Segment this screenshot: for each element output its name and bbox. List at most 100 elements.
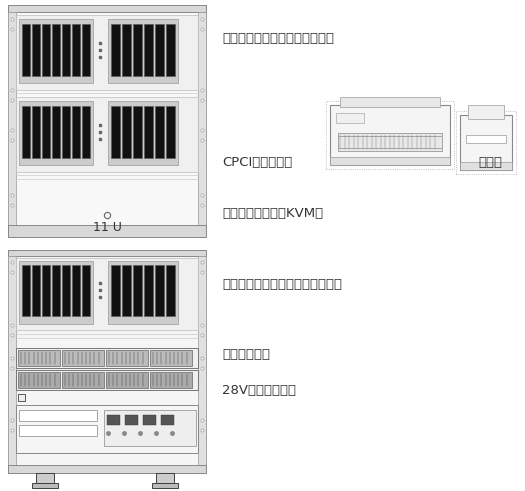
Bar — [122, 24, 131, 76]
Bar — [82, 106, 90, 158]
Bar — [18, 394, 25, 401]
Bar — [166, 265, 175, 316]
Bar — [144, 106, 153, 158]
Bar — [108, 261, 178, 324]
Bar — [198, 256, 206, 467]
Text: 绦缘通路测试仪（含平台模拟器）: 绦缘通路测试仪（含平台模拟器） — [222, 278, 342, 292]
Bar — [466, 135, 506, 143]
Bar — [36, 473, 54, 483]
Bar — [16, 15, 198, 90]
Bar — [144, 24, 153, 76]
Bar — [22, 106, 30, 158]
Bar — [133, 265, 142, 316]
Bar — [32, 106, 40, 158]
Bar — [104, 410, 196, 446]
Bar — [150, 350, 192, 366]
Bar — [82, 265, 90, 316]
Bar — [122, 265, 131, 316]
Bar — [106, 372, 148, 388]
Bar — [8, 5, 206, 237]
Bar — [111, 106, 120, 158]
Bar — [8, 250, 206, 256]
Bar — [166, 106, 175, 158]
Bar — [111, 24, 120, 76]
Bar — [19, 410, 97, 421]
Bar — [82, 24, 90, 76]
Bar — [52, 106, 60, 158]
Bar — [330, 157, 450, 165]
Bar — [144, 265, 153, 316]
Bar — [340, 97, 440, 107]
Bar — [16, 258, 198, 330]
Bar — [8, 465, 206, 473]
Text: 平台测控装置（含标调踏组合）: 平台测控装置（含标调踏组合） — [222, 31, 334, 45]
Bar — [62, 24, 70, 76]
Bar — [108, 101, 178, 165]
Bar — [133, 24, 142, 76]
Bar — [156, 473, 174, 483]
Bar — [326, 101, 454, 169]
Bar — [22, 24, 30, 76]
Bar — [460, 162, 512, 170]
Bar — [161, 415, 174, 425]
Bar — [106, 350, 148, 366]
Bar — [8, 12, 16, 230]
Bar — [32, 24, 40, 76]
Bar — [19, 261, 93, 324]
Bar — [22, 265, 30, 316]
Text: 精密组合电源: 精密组合电源 — [222, 349, 270, 361]
Bar — [62, 106, 70, 158]
Bar — [155, 265, 164, 316]
Bar — [152, 483, 178, 488]
Bar — [8, 256, 16, 467]
Bar — [42, 265, 50, 316]
Bar — [198, 12, 206, 230]
Bar — [8, 250, 206, 473]
Text: 显示器键盘鼠标（KVM）: 显示器键盘鼠标（KVM） — [222, 207, 323, 219]
Bar — [456, 111, 516, 174]
Bar — [32, 483, 58, 488]
Bar — [8, 225, 206, 237]
Bar — [460, 115, 512, 170]
Bar — [336, 113, 364, 123]
Bar — [62, 265, 70, 316]
Bar — [143, 415, 156, 425]
Bar — [52, 265, 60, 316]
Bar — [72, 24, 80, 76]
Bar — [150, 372, 192, 388]
Bar — [16, 348, 198, 368]
Bar — [62, 350, 104, 366]
Bar — [19, 19, 93, 83]
Bar — [8, 5, 206, 237]
Bar — [72, 265, 80, 316]
Text: 28V直流稳压电源: 28V直流稳压电源 — [222, 383, 296, 397]
Bar — [19, 101, 93, 165]
Bar — [52, 24, 60, 76]
Bar — [338, 133, 442, 151]
Bar — [107, 415, 120, 425]
Bar — [16, 370, 198, 390]
Bar — [18, 372, 60, 388]
Bar — [72, 106, 80, 158]
Bar — [16, 405, 198, 453]
Bar — [468, 105, 504, 119]
Bar — [330, 105, 450, 165]
Bar — [125, 415, 138, 425]
Bar — [62, 372, 104, 388]
Text: 打印机: 打印机 — [478, 156, 502, 168]
Bar — [122, 106, 131, 158]
Bar — [111, 265, 120, 316]
Bar — [155, 24, 164, 76]
Bar — [108, 19, 178, 83]
Bar — [42, 106, 50, 158]
Bar — [19, 425, 97, 436]
Bar — [133, 106, 142, 158]
Text: 11 U: 11 U — [92, 220, 121, 234]
Bar — [8, 250, 206, 473]
Bar — [42, 24, 50, 76]
Bar — [8, 5, 206, 12]
Bar — [16, 97, 198, 172]
Bar — [32, 265, 40, 316]
Bar — [166, 24, 175, 76]
Text: CPCI控制计算机: CPCI控制计算机 — [222, 156, 292, 168]
